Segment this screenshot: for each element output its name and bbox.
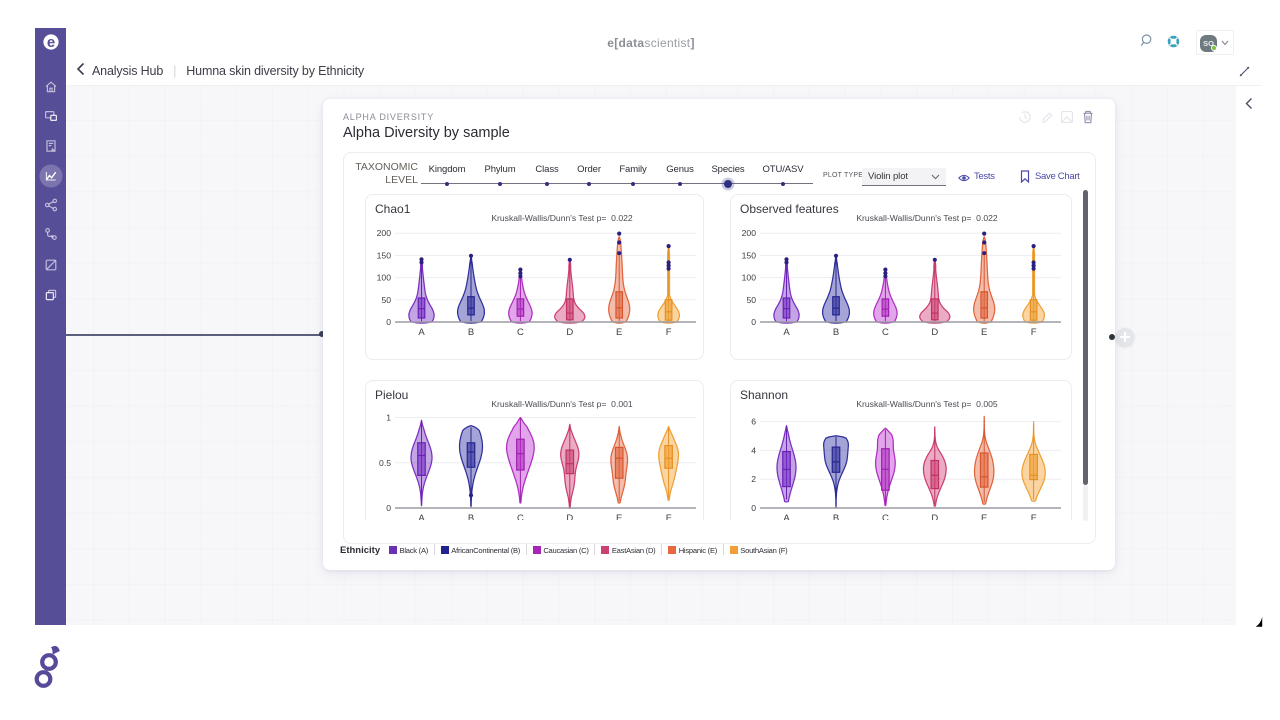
- svg-text:E: E: [616, 327, 622, 338]
- svg-text:B: B: [832, 327, 838, 338]
- svg-text:F: F: [1030, 327, 1036, 338]
- svg-text:D: D: [566, 513, 573, 520]
- svg-text:Kruskall-Wallis/Dunn's Test p=: Kruskall-Wallis/Dunn's Test p= 0.022: [856, 213, 998, 223]
- svg-text:0: 0: [386, 317, 391, 327]
- svg-text:0.5: 0.5: [379, 458, 391, 468]
- svg-text:C: C: [516, 327, 523, 338]
- svg-text:2: 2: [751, 474, 756, 484]
- svg-text:0: 0: [386, 503, 391, 513]
- svg-text:D: D: [931, 327, 938, 338]
- svg-text:1: 1: [386, 413, 391, 423]
- svg-text:200: 200: [741, 228, 756, 238]
- svg-text:C: C: [881, 327, 888, 338]
- svg-text:Kruskall-Wallis/Dunn's Test p=: Kruskall-Wallis/Dunn's Test p= 0.001: [491, 399, 633, 409]
- svg-text:150: 150: [376, 250, 391, 260]
- svg-text:100: 100: [376, 273, 391, 283]
- svg-text:100: 100: [741, 273, 756, 283]
- svg-text:B: B: [832, 513, 838, 520]
- svg-text:D: D: [931, 513, 938, 520]
- svg-text:A: A: [418, 327, 425, 338]
- svg-text:C: C: [881, 513, 888, 520]
- svg-text:Kruskall-Wallis/Dunn's Test p=: Kruskall-Wallis/Dunn's Test p= 0.022: [491, 213, 633, 223]
- svg-text:4: 4: [751, 445, 756, 455]
- svg-text:0: 0: [751, 317, 756, 327]
- svg-text:F: F: [665, 513, 671, 520]
- svg-text:E: E: [981, 327, 987, 338]
- svg-text:200: 200: [376, 228, 391, 238]
- svg-text:A: A: [783, 327, 790, 338]
- svg-text:Observed features: Observed features: [740, 202, 839, 216]
- svg-text:B: B: [467, 327, 473, 338]
- svg-text:Chao1: Chao1: [375, 202, 411, 216]
- svg-text:Pielou: Pielou: [375, 388, 408, 402]
- svg-text:Kruskall-Wallis/Dunn's Test p=: Kruskall-Wallis/Dunn's Test p= 0.005: [856, 399, 998, 409]
- svg-text:150: 150: [741, 250, 756, 260]
- svg-text:E: E: [616, 513, 622, 520]
- svg-text:E: E: [981, 513, 987, 520]
- svg-text:0: 0: [751, 503, 756, 513]
- svg-text:50: 50: [381, 295, 391, 305]
- svg-text:e: e: [46, 34, 54, 50]
- svg-text:Shannon: Shannon: [740, 388, 788, 402]
- svg-text:F: F: [665, 327, 671, 338]
- svg-text:C: C: [516, 513, 523, 520]
- svg-text:F: F: [1030, 513, 1036, 520]
- svg-text:B: B: [467, 513, 473, 520]
- svg-text:50: 50: [746, 295, 756, 305]
- svg-text:A: A: [783, 513, 790, 520]
- svg-text:6: 6: [751, 417, 756, 427]
- svg-text:D: D: [566, 327, 573, 338]
- svg-text:A: A: [418, 513, 425, 520]
